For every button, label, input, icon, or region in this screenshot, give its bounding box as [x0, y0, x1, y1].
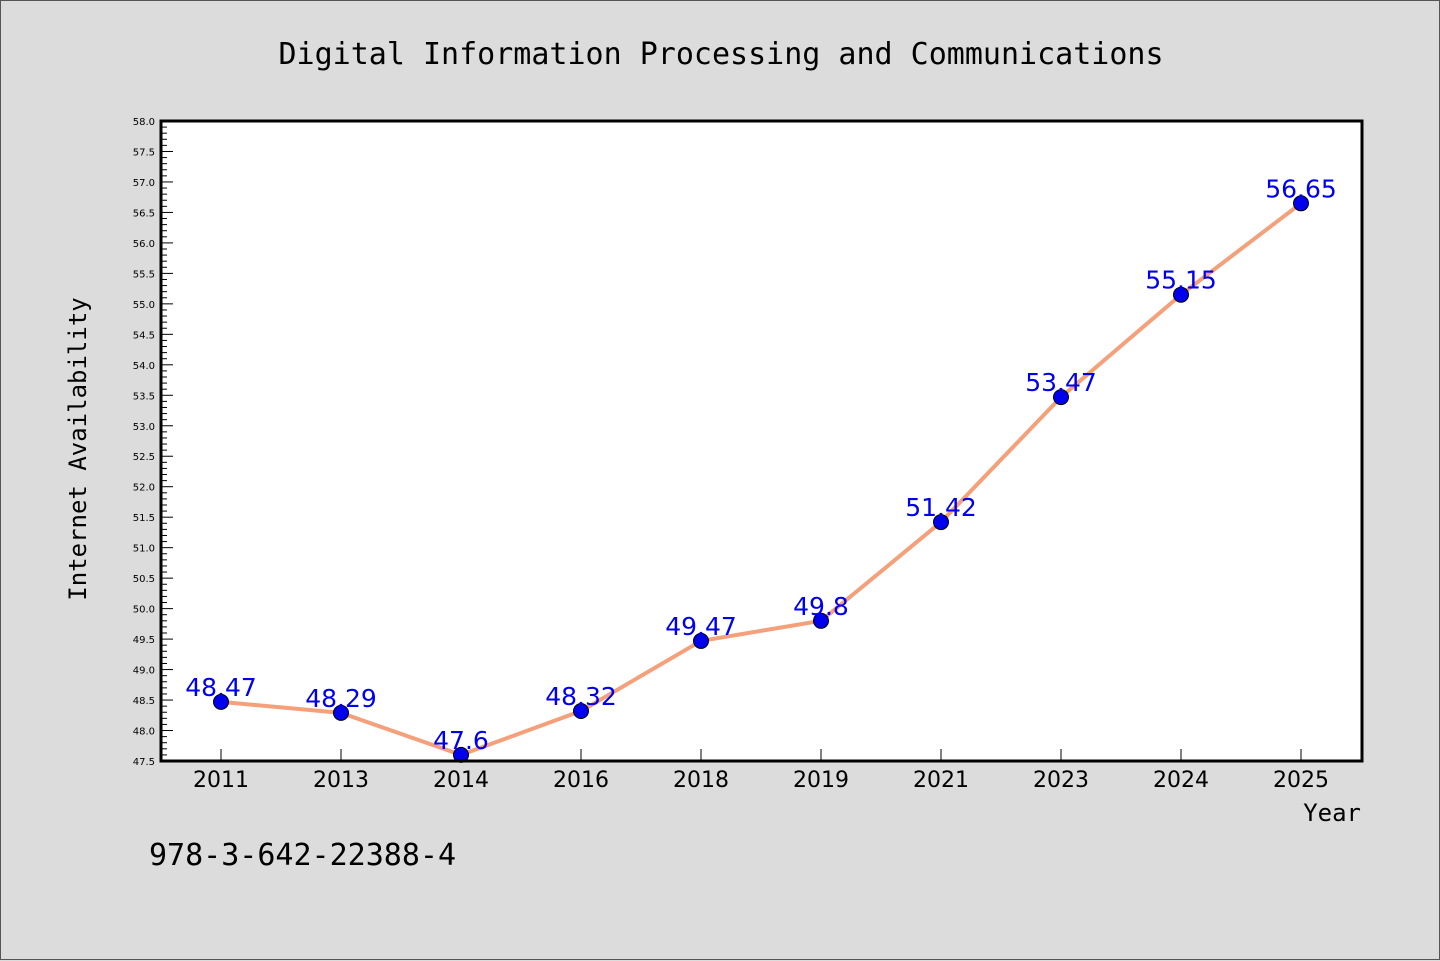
data-label: 55.15	[1145, 266, 1217, 295]
data-label: 51.42	[905, 493, 977, 522]
x-tick-label: 2023	[1033, 768, 1089, 793]
series-markers	[213, 195, 1309, 763]
x-tick-label: 2016	[553, 768, 609, 793]
data-label: 48.32	[545, 682, 617, 711]
y-axis-ticks: 47.5 48.0 48.5 49.0 49.5 50.0 50.5 51.0 51.5 52.0…	[133, 117, 173, 768]
data-point	[573, 703, 589, 720]
data-point	[1173, 286, 1189, 303]
y-tick-label: 54.5	[133, 330, 155, 341]
plot-border	[159, 119, 1364, 763]
x-tick-label: 2019	[793, 768, 849, 793]
data-label: 56.65	[1265, 174, 1337, 203]
series-line	[220, 201, 1303, 757]
x-tick-label: 2025	[1273, 768, 1329, 793]
plot-area	[161, 121, 1362, 761]
y-tick-label: 52.5	[133, 452, 155, 463]
data-point	[813, 612, 829, 629]
y-tick-label: 57.5	[133, 147, 155, 158]
y-tick-label: 55.5	[133, 269, 155, 280]
y-tick-label: 48.5	[133, 696, 155, 707]
x-tick-label: 2013	[313, 768, 369, 793]
y-tick-label: 50.0	[133, 605, 155, 616]
y-tick-label: 49.5	[133, 635, 155, 646]
data-point	[333, 704, 349, 721]
y-tick-label: 51.5	[133, 513, 155, 524]
data-label: 48.29	[305, 684, 377, 713]
isbn-text: 978-3-642-22388-4	[149, 838, 456, 873]
data-point	[933, 514, 949, 531]
y-tick-label: 56.0	[133, 239, 155, 250]
data-point	[693, 632, 709, 649]
data-labels: 48.47 48.29 47.6 48.32 49.47 49.8 51.42 53.47 55…	[185, 174, 1337, 755]
y-tick-label: 51.0	[133, 544, 155, 555]
x-tick-label: 2024	[1153, 768, 1209, 793]
y-tick-label: 47.5	[133, 757, 155, 768]
data-label: 53.47	[1025, 368, 1097, 397]
y-tick-label: 55.0	[133, 300, 155, 311]
data-point	[1293, 195, 1309, 212]
y-tick-label: 52.0	[133, 483, 155, 494]
y-tick-label: 54.0	[133, 361, 155, 372]
data-point	[213, 693, 229, 710]
x-tick-label: 2014	[433, 768, 489, 793]
y-axis-title: Internet Availability	[64, 297, 92, 600]
x-tick-label: 2011	[193, 768, 249, 793]
y-tick-label: 48.0	[133, 727, 155, 738]
y-tick-label: 56.5	[133, 208, 155, 219]
chart-title: Digital Information Processing and Commu…	[278, 37, 1163, 72]
y-tick-label: 53.0	[133, 422, 155, 433]
y-tick-label: 53.5	[133, 391, 155, 402]
data-label: 49.8	[793, 592, 849, 621]
data-label: 48.47	[185, 673, 257, 702]
x-tick-label: 2018	[673, 768, 729, 793]
y-tick-label: 57.0	[133, 178, 155, 189]
x-axis-title: Year	[1303, 799, 1361, 827]
data-point	[1053, 389, 1069, 406]
x-axis-ticks: 2011 2013 2014 2016 2018 2019 2021 2023 2024 2025	[193, 749, 1329, 793]
y-tick-label: 50.5	[133, 574, 155, 585]
data-label: 49.47	[665, 612, 737, 641]
x-tick-label: 2021	[913, 768, 969, 793]
data-label: 47.6	[433, 726, 489, 755]
y-tick-label: 49.0	[133, 666, 155, 677]
y-tick-label: 58.0	[133, 117, 155, 128]
